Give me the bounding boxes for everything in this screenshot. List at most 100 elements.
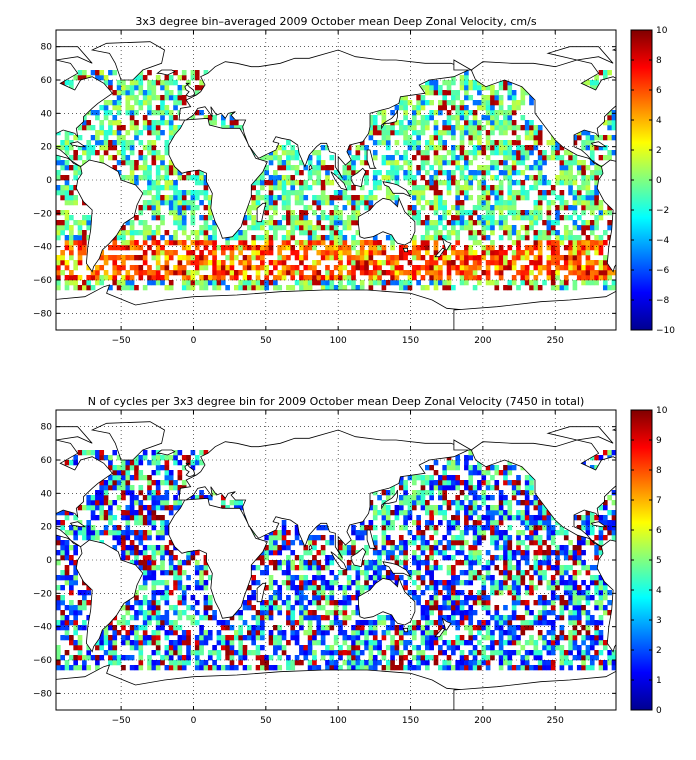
heatmap-cell xyxy=(472,570,478,576)
heatmap-cell xyxy=(138,485,144,491)
heatmap-cell xyxy=(520,170,526,176)
heatmap-cell xyxy=(142,190,148,196)
heatmap-cell xyxy=(190,450,196,456)
heatmap-cell xyxy=(168,235,174,241)
heatmap-cell xyxy=(220,645,226,651)
heatmap-cell xyxy=(416,210,421,216)
heatmap-cell xyxy=(177,75,183,81)
heatmap-cell xyxy=(73,570,78,576)
heatmap-cell xyxy=(472,560,478,566)
heatmap-cell xyxy=(411,265,417,271)
heatmap-cell xyxy=(134,515,139,521)
heatmap-cell xyxy=(277,605,283,611)
heatmap-cell xyxy=(160,245,165,251)
heatmap-cell xyxy=(242,260,248,266)
heatmap-cell xyxy=(424,655,430,661)
heatmap-cell xyxy=(494,470,500,476)
heatmap-cell xyxy=(307,155,313,161)
heatmap-cell xyxy=(446,655,452,661)
heatmap-cell xyxy=(581,185,586,191)
heatmap-cell xyxy=(155,110,161,116)
heatmap-cell xyxy=(290,635,296,641)
heatmap-cell xyxy=(229,250,235,256)
heatmap-cell xyxy=(164,285,170,291)
heatmap-cell xyxy=(359,245,365,251)
heatmap-cell xyxy=(546,240,552,246)
heatmap-cell xyxy=(433,270,439,276)
heatmap-cell xyxy=(147,175,152,181)
heatmap-cell xyxy=(572,265,578,271)
heatmap-cell xyxy=(90,535,96,541)
heatmap-cell xyxy=(346,255,352,261)
heatmap-cell xyxy=(394,175,400,181)
heatmap-cell xyxy=(420,235,426,241)
heatmap-cell xyxy=(390,125,395,131)
heatmap-cell xyxy=(398,155,404,161)
heatmap-cell xyxy=(516,270,521,276)
heatmap-cell xyxy=(498,630,504,636)
heatmap-cell xyxy=(325,270,330,276)
heatmap-cell xyxy=(155,260,161,266)
heatmap-cell xyxy=(516,180,521,186)
heatmap-cell xyxy=(86,150,92,156)
heatmap-cell xyxy=(576,190,582,196)
heatmap-cell xyxy=(490,645,495,651)
heatmap-cell xyxy=(507,640,513,646)
heatmap-cell xyxy=(56,560,61,566)
continent-outline xyxy=(590,141,608,148)
heatmap-cell xyxy=(286,620,291,626)
heatmap-cell xyxy=(537,135,543,141)
heatmap-cell xyxy=(181,655,187,661)
heatmap-cell xyxy=(398,125,404,131)
heatmap-cell xyxy=(602,280,608,286)
heatmap-cell xyxy=(520,215,526,221)
heatmap-cell xyxy=(455,550,461,556)
heatmap-cell xyxy=(568,175,573,181)
heatmap-cell xyxy=(60,175,65,181)
heatmap-cell xyxy=(607,265,612,271)
heatmap-cell xyxy=(472,645,478,651)
heatmap-cell xyxy=(160,235,165,241)
heatmap-cell xyxy=(155,500,161,506)
heatmap-cell xyxy=(511,125,517,131)
heatmap-cell xyxy=(99,490,105,496)
heatmap-cell xyxy=(147,130,152,136)
heatmap-cell xyxy=(116,475,122,481)
heatmap-cell xyxy=(598,165,604,171)
heatmap-cell xyxy=(359,630,365,636)
heatmap-cell xyxy=(69,215,74,221)
heatmap-cell xyxy=(160,165,165,171)
heatmap-cell xyxy=(168,135,174,141)
heatmap-cell xyxy=(73,530,78,536)
heatmap-cell xyxy=(394,270,400,276)
heatmap-cell xyxy=(451,575,456,581)
heatmap-cell xyxy=(134,285,139,291)
heatmap-cell xyxy=(268,635,274,641)
heatmap-cell xyxy=(116,255,122,261)
heatmap-cell xyxy=(455,500,461,506)
heatmap-cell xyxy=(451,175,456,181)
heatmap-cell xyxy=(368,195,374,201)
heatmap-cell xyxy=(529,135,534,141)
heatmap-cell xyxy=(155,535,161,541)
heatmap-cell xyxy=(468,475,474,481)
heatmap-cell xyxy=(194,600,200,606)
heatmap-cell xyxy=(468,185,474,191)
heatmap-cell xyxy=(581,130,586,136)
heatmap-cell xyxy=(142,580,148,586)
heatmap-cell xyxy=(533,215,539,221)
heatmap-cell xyxy=(320,160,326,166)
heatmap-cell xyxy=(147,565,152,571)
heatmap-cell xyxy=(451,220,456,226)
heatmap-cell xyxy=(585,165,591,171)
heatmap-cell xyxy=(177,270,183,276)
heatmap-cell xyxy=(203,600,209,606)
heatmap-cell xyxy=(520,655,526,661)
heatmap-cell xyxy=(138,600,144,606)
heatmap-cell xyxy=(77,220,83,226)
continent-outline xyxy=(256,202,267,223)
heatmap-cell xyxy=(464,265,469,271)
heatmap-cell xyxy=(503,620,508,626)
heatmap-cell xyxy=(134,175,139,181)
heatmap-cell xyxy=(56,275,61,281)
